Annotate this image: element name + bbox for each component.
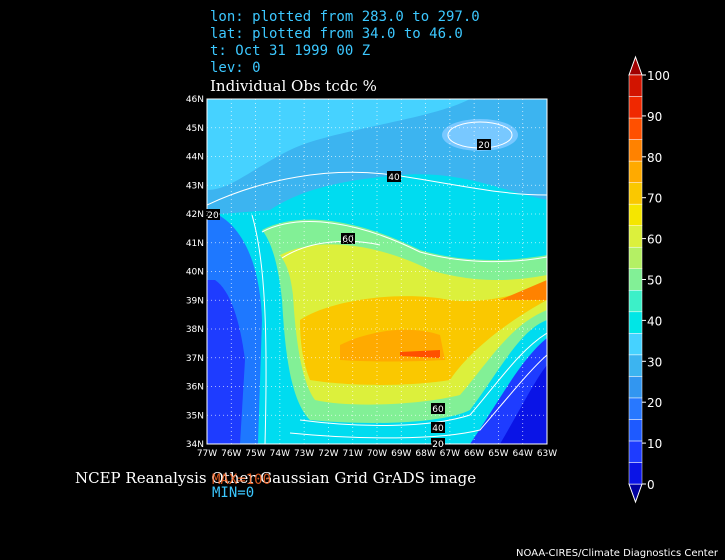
colorbar-swatch xyxy=(628,311,643,334)
contour-labels: 20 40 60 20 60 40 20 xyxy=(206,139,491,450)
colorbar-label: 40 xyxy=(647,314,662,328)
lon-tick-label: 63W xyxy=(537,449,557,459)
min-label: MIN=0 xyxy=(212,485,254,501)
colorbar-label: 80 xyxy=(647,151,662,165)
lon-tick-label: 70W xyxy=(367,449,387,459)
lon-tick-label: 73W xyxy=(294,449,314,459)
lon-tick-label: 74W xyxy=(270,449,290,459)
lat-tick-label: 34N xyxy=(186,440,204,450)
colorbar-label: 0 xyxy=(647,478,655,492)
colorbar-label: 100 xyxy=(647,69,670,83)
colorbar-label: 70 xyxy=(647,192,662,206)
contour-label-box xyxy=(431,403,445,414)
colorbar-label: 20 xyxy=(647,396,662,410)
header-line: t: Oct 31 1999 00 Z xyxy=(210,43,370,59)
contour-label-box xyxy=(387,171,401,182)
colorbar-swatch xyxy=(628,96,643,119)
lon-tick-label: 64W xyxy=(513,449,533,459)
lat-tick-label: 36N xyxy=(186,383,204,393)
lon-tick-label: 76W xyxy=(221,449,241,459)
lon-tick-label: 71W xyxy=(343,449,363,459)
lat-tick-label: 41N xyxy=(186,239,204,249)
contour-label-box xyxy=(341,233,355,244)
lon-tick-label: 77W xyxy=(197,449,217,459)
colorbar-swatch xyxy=(628,246,643,269)
contour-label-box xyxy=(477,139,491,150)
colorbar: 0 10 20 30 40 50 60 70 80 90 100 xyxy=(628,55,670,504)
map-title: Individual Obs tcdc % xyxy=(210,77,377,95)
contour-label: 40 xyxy=(388,173,400,183)
header: lon: plotted from 283.0 to 297.0 lat: pl… xyxy=(210,9,480,76)
contour-label: 20 xyxy=(432,440,444,450)
contour-label: 20 xyxy=(478,141,490,151)
header-line: lon: plotted from 283.0 to 297.0 xyxy=(210,9,480,25)
colorbar-swatch xyxy=(628,203,643,226)
max-label: MAX=100 xyxy=(212,472,271,488)
lon-tick-label: 72W xyxy=(318,449,338,459)
colorbar-swatch xyxy=(628,354,643,377)
colorbar-label: 60 xyxy=(647,233,662,247)
colorbar-swatch xyxy=(628,333,643,356)
colorbar-swatch xyxy=(628,74,643,97)
lon-tick-label: 69W xyxy=(391,449,411,459)
colorbar-swatch xyxy=(628,268,643,291)
lat-tick-label: 37N xyxy=(186,354,204,364)
lat-tick-label: 46N xyxy=(186,95,204,105)
colorbar-swatch xyxy=(628,225,643,248)
lat-tick-label: 39N xyxy=(186,296,204,306)
colorbar-swatch xyxy=(628,376,643,399)
contour-label-box xyxy=(431,438,445,449)
lat-tick-label: 45N xyxy=(186,124,204,134)
lat-tick-label: 40N xyxy=(186,268,204,278)
colorbar-swatch xyxy=(628,182,643,205)
contour-label: 40 xyxy=(432,424,444,434)
colorbar-swatch xyxy=(628,160,643,183)
header-line: lev: 0 xyxy=(210,60,261,76)
colorbar-label: 90 xyxy=(647,110,662,124)
colorbar-swatch xyxy=(628,462,643,485)
contour-label-box xyxy=(206,209,220,220)
colorbar-swatch xyxy=(628,139,643,162)
header-line: lat: plotted from 34.0 to 46.0 xyxy=(210,26,463,42)
lat-tick-label: 43N xyxy=(186,181,204,191)
colorbar-label: 50 xyxy=(647,274,662,288)
lon-tick-label: 66W xyxy=(464,449,484,459)
contour-label-box xyxy=(431,422,445,433)
grid: 34N 35N 36N 37N 38N 39N 40N 41N 42N 43N 44N 45N 46N 7… xyxy=(186,95,557,459)
colorbar-swatch xyxy=(628,419,643,442)
colorbar-label: 10 xyxy=(647,437,662,451)
lon-tick-label: 75W xyxy=(245,449,265,459)
lat-tick-label: 44N xyxy=(186,153,204,163)
contour-label: 60 xyxy=(342,235,354,245)
colorbar-swatch xyxy=(628,117,643,140)
colorbar-swatch xyxy=(628,290,643,313)
lon-tick-label: 67W xyxy=(440,449,460,459)
caption: NCEP Reanalysis Other Gaussian Grid GrAD… xyxy=(75,469,476,487)
colorbar-label: 30 xyxy=(647,355,662,369)
lat-tick-label: 38N xyxy=(186,325,204,335)
lat-tick-label: 35N xyxy=(186,411,204,421)
lon-tick-label: 65W xyxy=(488,449,508,459)
colorbar-swatch xyxy=(628,397,643,420)
contour-label: 60 xyxy=(432,405,444,415)
lat-tick-label: 42N xyxy=(186,210,204,220)
colorbar-swatch xyxy=(628,440,643,463)
contour-label: 20 xyxy=(207,211,219,221)
credit: NOAA-CIRES/Climate Diagnostics Center xyxy=(516,548,719,559)
lon-tick-label: 68W xyxy=(415,449,435,459)
